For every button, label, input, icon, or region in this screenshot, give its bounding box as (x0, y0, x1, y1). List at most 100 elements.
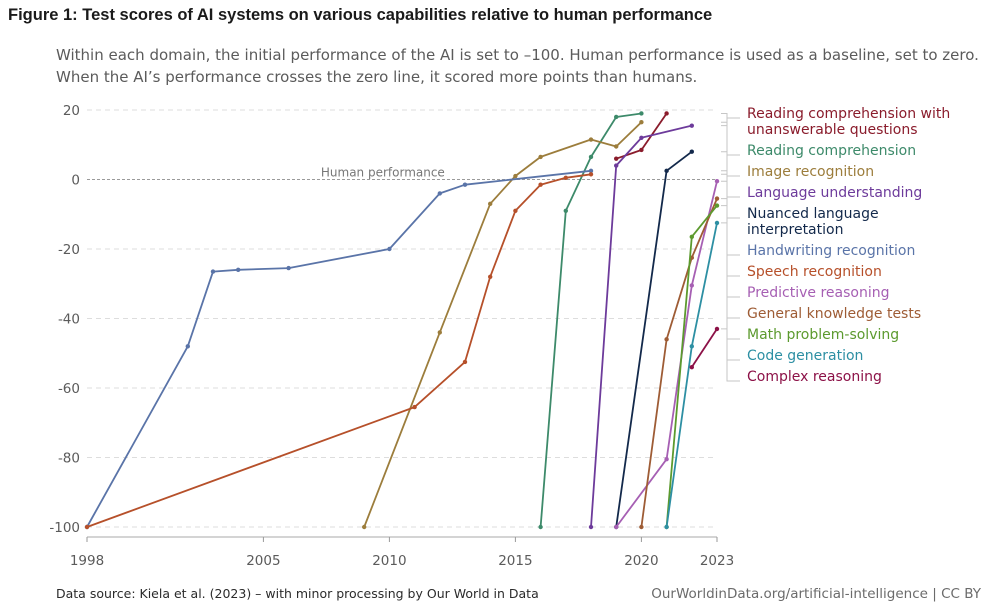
x-tick-label: 2010 (372, 553, 406, 569)
data-point (614, 114, 619, 120)
data-point (437, 191, 442, 196)
data-point (538, 524, 543, 530)
series-line (363, 121, 643, 528)
data-point (614, 144, 619, 149)
data-point (210, 269, 216, 274)
legend-connector (721, 125, 740, 198)
data-point (588, 154, 594, 160)
gridlines (87, 109, 717, 528)
legend-label: General knowledge tests (747, 306, 921, 322)
subtitle-line-2: When the AI’s performance crosses the ze… (56, 68, 698, 86)
series-line (665, 222, 718, 528)
legend-label: Code generation (747, 348, 863, 364)
series-line (86, 173, 592, 528)
data-point (664, 524, 669, 530)
y-tick-label: 0 (71, 173, 80, 189)
data-point (437, 330, 442, 335)
y-tick-label: 20 (63, 103, 80, 119)
data-point (488, 201, 493, 207)
x-tick-label: 2023 (700, 553, 734, 569)
data-point (714, 179, 720, 184)
data-point (563, 208, 568, 213)
data-point (588, 137, 594, 142)
series-line (86, 169, 592, 528)
data-point (412, 404, 417, 410)
legend-connector (721, 151, 740, 219)
data-point (639, 111, 644, 116)
legend-label: Math problem-solving (747, 327, 899, 343)
figure-subtitle: Within each domain, the initial performa… (56, 44, 979, 88)
data-point (639, 147, 644, 153)
legend-connector (721, 113, 740, 119)
legend-label: Speech recognition (747, 264, 882, 280)
data-point (588, 524, 594, 530)
data-point (689, 149, 694, 154)
data-point (462, 359, 468, 365)
figure-title: Figure 1: Test scores of AI systems on v… (8, 6, 713, 24)
data-point (664, 337, 669, 342)
data-point (639, 119, 644, 125)
data-point (689, 123, 694, 128)
legend-label: Image recognition (747, 164, 874, 180)
data-point (513, 208, 518, 213)
x-tick-label: 2015 (498, 553, 532, 569)
reference-line-label: Human performance (321, 166, 445, 180)
data-point (714, 220, 720, 226)
data-point (84, 524, 90, 530)
legend-label: Language understanding (747, 185, 922, 201)
data-point (185, 344, 190, 349)
credit-link[interactable]: OurWorldinData.org/artificial-intelligen… (651, 586, 981, 602)
data-point (614, 163, 619, 168)
data-point (588, 168, 594, 174)
legend-connector (721, 173, 740, 277)
axes: 20 0 -20 -40 -60 -80 -100 Human performance 1998… (49, 103, 734, 569)
x-tick-label: 1998 (70, 553, 104, 569)
subtitle-line-1: Within each domain, the initial performa… (56, 46, 979, 64)
series-line (590, 124, 693, 528)
data-point (689, 364, 694, 370)
legend-connector (721, 170, 740, 256)
legend-connector (721, 198, 740, 319)
data-point (462, 182, 468, 187)
data-point (714, 203, 720, 208)
legend-connector (721, 328, 740, 382)
legend-label: Reading comprehension (747, 143, 916, 159)
series-lines (84, 111, 720, 530)
data-point (639, 524, 644, 530)
legend-label: Complex reasoning (747, 369, 882, 385)
data-point (714, 326, 720, 332)
series-line (691, 328, 718, 368)
legend-label: Handwriting recognition (747, 243, 915, 259)
data-point (538, 154, 543, 160)
data-point (639, 135, 644, 140)
data-point (664, 168, 669, 174)
y-tick-label: -100 (49, 520, 80, 536)
data-point (387, 246, 392, 252)
legend-label: Nuanced language interpretation (747, 206, 879, 238)
y-tick-label: -80 (58, 451, 80, 467)
data-point (236, 267, 241, 273)
data-point (286, 265, 291, 271)
legend: Reading comprehension with unanswerable q… (721, 106, 950, 385)
legend-connector (721, 222, 740, 361)
legend-label: Reading comprehension with unanswerable q… (747, 106, 950, 138)
data-source-note: Data source: Kiela et al. (2023) – with … (56, 586, 539, 601)
data-point (689, 283, 694, 288)
data-point (714, 196, 720, 201)
legend-connector (721, 205, 740, 340)
data-point (513, 173, 518, 179)
data-point (563, 175, 568, 180)
data-point (538, 182, 543, 187)
series-line (615, 150, 693, 528)
y-tick-label: -20 (58, 242, 80, 258)
x-tick-label: 2005 (246, 553, 280, 569)
y-tick-label: -60 (58, 381, 80, 397)
data-point (664, 457, 669, 462)
legend-connector (721, 113, 740, 156)
data-point (588, 172, 594, 177)
data-point (488, 274, 493, 279)
data-point (614, 156, 619, 161)
series-line (640, 198, 718, 528)
y-tick-label: -40 (58, 312, 80, 328)
